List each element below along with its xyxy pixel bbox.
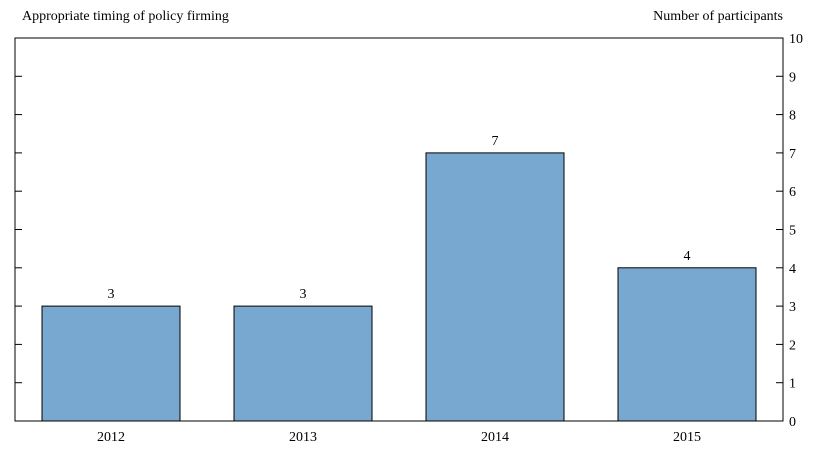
bar-value-label: 3 xyxy=(108,287,115,302)
bar-value-label: 7 xyxy=(492,134,499,149)
y-tick-label: 10 xyxy=(789,32,803,47)
y-tick-label: 1 xyxy=(789,377,796,392)
chart-title: Appropriate timing of policy firming xyxy=(22,9,229,24)
x-tick-label: 2015 xyxy=(673,430,701,445)
y-tick-label: 5 xyxy=(789,224,796,239)
bar xyxy=(233,305,373,422)
x-tick-label: 2014 xyxy=(481,430,509,445)
bar xyxy=(617,267,757,422)
bar xyxy=(41,305,181,422)
y-tick-label: 4 xyxy=(789,262,796,277)
y-tick-label: 0 xyxy=(789,415,796,430)
y-tick-label: 8 xyxy=(789,109,796,124)
y-tick-label: 7 xyxy=(789,147,796,162)
bar-value-label: 4 xyxy=(684,249,691,264)
x-tick-label: 2012 xyxy=(97,430,125,445)
y-tick-label: 6 xyxy=(789,185,796,200)
y-tick-label: 3 xyxy=(789,300,796,315)
bar-value-label: 3 xyxy=(300,287,307,302)
y-tick-label: 9 xyxy=(789,70,796,85)
y-tick-label: 2 xyxy=(789,338,796,353)
x-tick-label: 2013 xyxy=(289,430,317,445)
y-axis-label: Number of participants xyxy=(653,9,783,24)
bar xyxy=(425,152,565,422)
